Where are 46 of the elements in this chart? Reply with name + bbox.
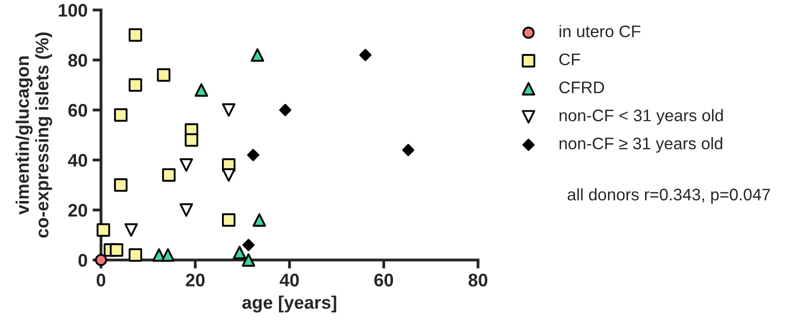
x-tick-label: 80	[468, 274, 488, 286]
legend-label: in utero CF	[560, 25, 640, 38]
x-tick-label: 60	[374, 274, 394, 286]
point	[128, 28, 142, 42]
point	[359, 48, 372, 62]
point	[110, 243, 124, 257]
point	[114, 108, 128, 122]
point	[114, 178, 128, 192]
point	[242, 238, 255, 252]
point	[184, 133, 198, 147]
y-tick-label: 80	[68, 54, 88, 67]
point	[96, 223, 110, 237]
point	[279, 104, 292, 116]
point	[222, 103, 236, 117]
x-tick-label: 20	[186, 274, 205, 286]
point	[250, 48, 264, 62]
legend-label: non-CF < 31 years old	[560, 109, 723, 125]
point	[222, 213, 236, 227]
point	[252, 213, 266, 227]
y-tick-label: 0	[78, 254, 88, 267]
legend-label: non-CF ≥ 31 years old	[560, 137, 722, 153]
point	[242, 253, 256, 267]
point	[161, 248, 175, 262]
x-tick-label: 0	[96, 274, 106, 286]
point	[232, 246, 246, 260]
y-tick-label: 20	[68, 204, 88, 217]
legend-label: CF	[559, 53, 580, 66]
y-tick-label: 60	[68, 104, 88, 117]
point	[180, 203, 194, 217]
point	[156, 68, 170, 82]
point	[128, 78, 142, 92]
point	[124, 223, 138, 237]
y-axis-title: vimentin/glucagon co-expressing islets (%)	[16, 32, 52, 238]
legend-label: CFRD	[559, 82, 604, 94]
x-axis-title: age [years]	[242, 296, 336, 312]
point	[402, 144, 414, 156]
point	[162, 168, 176, 182]
point	[247, 148, 260, 162]
point	[194, 83, 208, 97]
y-tick-label: 40	[68, 154, 88, 167]
y-tick-label: 100	[58, 4, 88, 17]
text: all donors r=0.343, p=0.047	[568, 188, 770, 204]
point	[128, 248, 142, 262]
point	[222, 168, 236, 182]
x-tick-label: 40	[280, 274, 299, 286]
point	[180, 158, 194, 172]
